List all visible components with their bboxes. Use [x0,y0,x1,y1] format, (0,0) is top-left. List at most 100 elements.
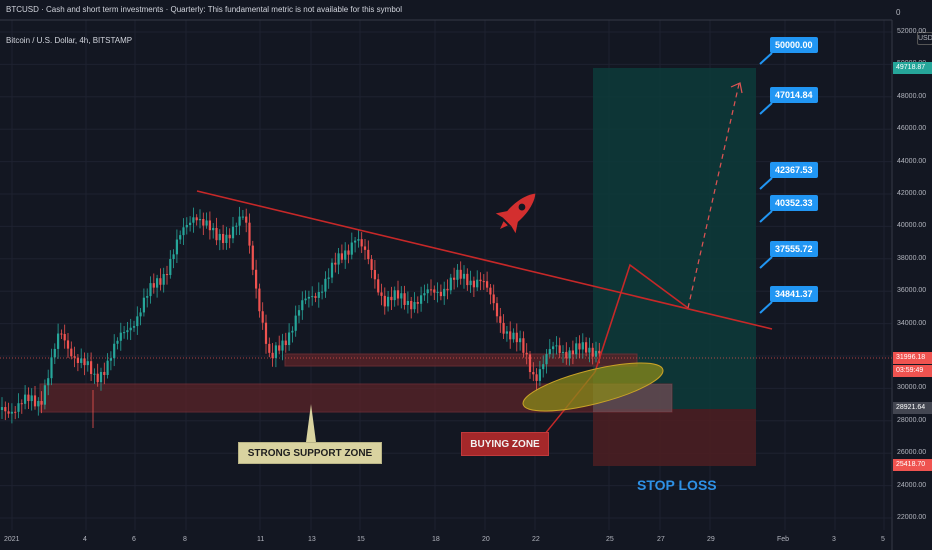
candle-body [0,407,4,410]
candlestick-series [0,206,601,428]
price-axis-tick: 48000.00 [897,92,927,100]
chart-drawings [196,52,773,441]
candle-body [446,288,449,291]
candle-body [340,253,343,260]
price-axis-tick: 22000.00 [897,514,927,521]
candle-body [327,277,330,279]
candle-body [499,316,502,323]
candle-body [172,254,175,260]
candle-body [169,259,172,276]
candle-body [288,332,291,346]
candle-body [274,345,277,359]
candle-body [367,249,370,260]
time-axis-tick: 18 [432,536,440,543]
candle-body [459,269,462,279]
candle-body [195,217,198,221]
rocket-window [518,203,526,211]
candle-body [578,343,581,350]
candle-body [410,300,413,310]
candle-body [337,253,340,265]
candle-body [139,312,142,317]
candle-body [304,298,307,301]
candle-body [317,292,320,298]
candle-body [99,371,103,383]
candle-body [208,220,211,231]
projection-arrow-head [730,82,743,94]
candle-body [228,234,231,239]
candle-body [311,296,314,298]
candle-body [403,293,406,305]
candle-body [4,407,7,412]
candle-body [165,274,169,276]
candle-body [231,226,235,239]
candle-body [198,219,202,221]
candle-body [568,350,571,359]
candle-body [443,288,446,297]
candle-body [90,361,93,374]
price-axis-tick: 52000.00 [897,28,927,35]
candle-body [420,295,423,304]
candle-body [413,302,416,310]
candle-body [588,347,591,353]
candle-body [7,411,10,414]
candle-body [215,227,218,241]
candle-body [469,280,472,286]
target-pointer [759,210,773,223]
candle-body [14,411,17,413]
candle-body [561,351,565,353]
candle-body [321,291,324,293]
time-axis-tick: Feb [777,536,790,543]
candle-body [73,356,76,358]
candle-body [103,371,106,375]
price-axis-tick: 34000.00 [897,319,927,327]
currency-button[interactable]: USD [917,32,932,45]
candle-body [241,216,244,218]
candle-body [393,290,396,301]
candle-body [175,239,178,255]
candle-body [146,296,149,298]
candle-body [350,242,353,255]
target-label: 42367.53 [770,162,818,178]
candle-body [436,291,439,293]
price-tag: 49718.87 [893,62,932,74]
candle-body [581,342,584,350]
target-label: 34841.37 [770,286,818,302]
candle-body [192,217,195,223]
price-tag: 28921.64 [893,402,932,414]
candle-body [502,322,505,334]
candle-body [261,311,264,323]
time-axis-tick: 13 [308,536,316,543]
target-pointer [759,102,773,115]
candle-body [271,352,274,359]
breakout-path [594,263,689,373]
candle-body [268,343,271,353]
price-axis-tick: 44000.00 [897,157,927,165]
study-title: BTCUSD · Cash and short term investments… [6,5,402,14]
candle-body [377,279,380,293]
candle-body [66,340,70,349]
candle-body [334,262,337,265]
time-axis-tick: 8 [183,536,187,543]
candle-body [505,331,508,334]
candle-body [70,348,73,357]
candle-body [535,374,538,381]
candle-body [212,227,215,231]
candle-body [50,357,53,379]
candle-body [57,333,60,349]
candle-body [429,289,433,291]
candle-body [96,373,99,383]
target-pointer [759,256,773,269]
target-pointer [759,301,773,314]
rocket-fin [495,210,510,218]
target-label: 47014.84 [770,87,818,103]
candle-body [373,269,376,280]
candle-body [17,403,20,412]
symbol-title[interactable]: Bitcoin / U.S. Dollar, 4h, BITSTAMP [6,36,133,45]
price-axis-tick: 30000.00 [897,384,927,392]
candle-body [538,369,541,381]
candle-body [24,394,27,404]
candle-body [555,345,558,347]
candle-body [149,283,152,297]
